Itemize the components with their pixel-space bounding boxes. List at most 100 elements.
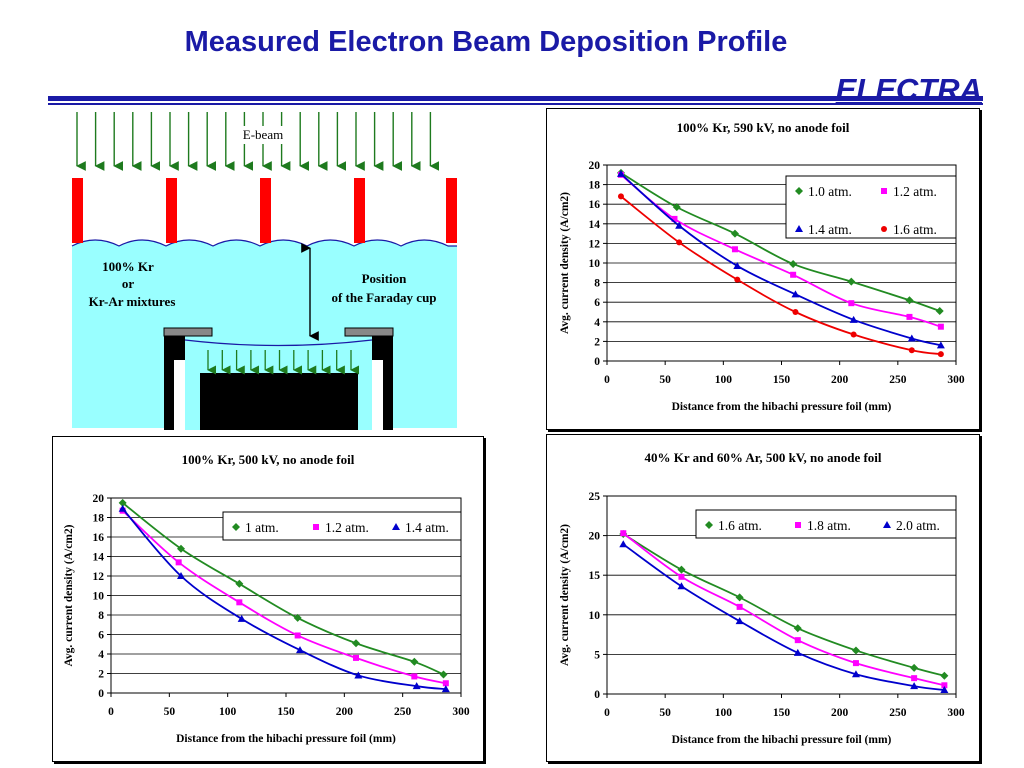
- legend-marker: [392, 523, 400, 530]
- data-point-marker: [734, 276, 741, 283]
- data-point-marker: [296, 646, 304, 654]
- legend-marker: [795, 187, 803, 195]
- y-tick-label: 10: [589, 258, 601, 270]
- data-point-marker: [730, 229, 739, 238]
- y-tick-label: 12: [93, 571, 105, 583]
- x-tick-label: 200: [336, 706, 354, 718]
- chart-title: 40% Kr and 60% Ar, 500 kV, no anode foil: [644, 450, 881, 465]
- legend: 1 atm. 1.2 atm. 1.4 atm.: [222, 511, 462, 541]
- legend-marker: [232, 523, 240, 531]
- data-point-marker: [908, 347, 915, 354]
- gas-label-line3: Kr-Ar mixtures: [89, 294, 176, 309]
- data-point-marker: [794, 637, 801, 644]
- chart-title: 100% Kr, 590 kV, no anode foil: [677, 120, 850, 135]
- y-tick-label: 0: [594, 689, 600, 701]
- y-tick-label: 12: [589, 238, 601, 250]
- legend-label: 1.6 atm.: [718, 518, 762, 533]
- series-1-0-atm-: [616, 168, 944, 316]
- series-2-0-atm-: [619, 540, 949, 694]
- data-point-marker: [412, 682, 421, 690]
- series-1-4-atm-: [616, 169, 945, 349]
- cup-gap-right: [372, 360, 383, 430]
- legend-marker: [313, 524, 319, 530]
- data-point-marker: [177, 544, 185, 553]
- y-axis-label: Avg. current density (A/cm2): [559, 524, 571, 666]
- x-tick-label: 250: [889, 707, 907, 719]
- y-tick-label: 6: [98, 630, 104, 642]
- data-point-marker: [936, 341, 945, 349]
- data-point-marker: [907, 334, 916, 342]
- page-title: Measured Electron Beam Deposition Profil…: [184, 26, 788, 58]
- data-point-marker: [617, 193, 624, 200]
- data-point-marker: [352, 639, 360, 648]
- data-point-marker: [236, 599, 243, 606]
- data-point-marker: [619, 540, 628, 548]
- legend-marker: [795, 225, 803, 232]
- x-tick-label: 100: [219, 706, 237, 718]
- data-point-marker: [735, 593, 744, 602]
- legend-marker: [795, 522, 801, 528]
- position-label-line2: of the Faraday cup: [331, 290, 436, 305]
- series-1-8-atm-: [620, 530, 948, 689]
- data-point-marker: [851, 646, 860, 655]
- header-rule-thin: [48, 103, 983, 105]
- legend: 1.0 atm. 1.2 atm. 1.4 atm. 1.6 atm.: [785, 175, 957, 239]
- data-point-marker: [790, 271, 797, 278]
- y-tick-label: 16: [93, 532, 105, 544]
- data-point-marker: [940, 671, 949, 680]
- data-point-marker: [671, 215, 678, 222]
- data-point-marker: [237, 614, 246, 622]
- data-point-marker: [852, 660, 859, 667]
- series-1-6-atm-: [617, 193, 944, 358]
- cup-gap-left: [174, 360, 185, 430]
- aperture-plate-right: [344, 327, 394, 337]
- y-tick-label: 8: [594, 278, 600, 290]
- data-point-marker: [731, 246, 738, 253]
- gas-label-line1: 100% Kr: [102, 259, 154, 274]
- chart-panel-kr-ar: 40% Kr and 60% Ar, 500 kV, no anode foil…: [546, 434, 980, 762]
- y-tick-label: 20: [589, 531, 601, 543]
- x-axis-label: Distance from the hibachi pressure foil …: [176, 733, 396, 745]
- y-tick-label: 25: [589, 491, 601, 503]
- data-point-marker: [410, 657, 419, 666]
- data-point-marker: [736, 603, 743, 610]
- y-axis-label: Avg. current density (A/cm2): [559, 192, 571, 334]
- hibachi-rib: [354, 178, 365, 243]
- data-point-marker: [940, 686, 949, 694]
- legend-label: 1 atm.: [245, 520, 279, 535]
- data-point-marker: [177, 572, 185, 579]
- x-tick-label: 0: [604, 707, 610, 719]
- x-tick-label: 150: [277, 706, 295, 718]
- data-point-marker: [294, 632, 301, 639]
- e-beam-label: E-beam: [243, 127, 283, 142]
- data-point-marker: [118, 498, 127, 507]
- x-axis-label: Distance from the hibachi pressure foil …: [672, 734, 892, 746]
- legend-label: 1.4 atm.: [405, 520, 449, 535]
- hibachi-rib: [166, 178, 177, 243]
- aperture-plate-left: [163, 327, 213, 337]
- chart-title: 100% Kr, 500 kV, no anode foil: [182, 452, 355, 467]
- y-tick-label: 2: [98, 669, 104, 681]
- y-tick-label: 4: [594, 317, 600, 329]
- data-point-marker: [733, 261, 742, 269]
- data-point-marker: [442, 680, 449, 687]
- y-tick-label: 18: [93, 513, 105, 525]
- data-point-marker: [849, 315, 858, 323]
- data-point-marker: [851, 670, 860, 678]
- data-point-marker: [792, 309, 799, 315]
- hibachi-rib: [72, 178, 83, 243]
- data-point-marker: [293, 613, 302, 622]
- x-tick-label: 300: [947, 707, 965, 719]
- data-point-marker: [847, 277, 856, 286]
- data-point-marker: [906, 313, 913, 320]
- x-tick-label: 50: [659, 707, 671, 719]
- y-tick-label: 2: [594, 336, 600, 348]
- legend-label: 2.0 atm.: [896, 518, 940, 533]
- y-tick-label: 4: [98, 649, 104, 661]
- foil-line: [71, 239, 457, 247]
- series-line: [622, 543, 945, 691]
- data-point-marker: [175, 559, 182, 566]
- data-point-marker: [672, 203, 681, 212]
- x-tick-label: 200: [831, 374, 849, 386]
- y-tick-label: 15: [589, 570, 601, 582]
